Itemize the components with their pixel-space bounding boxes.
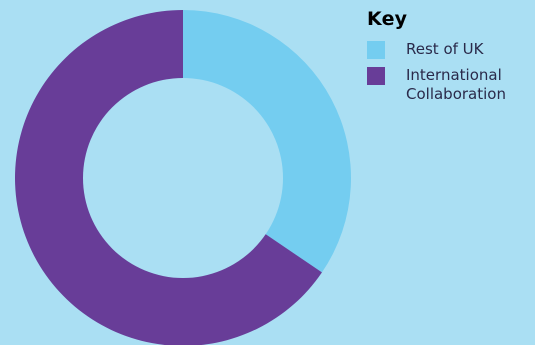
legend-swatch-rest-of-uk [367, 41, 385, 59]
legend-title: Key [367, 8, 408, 30]
legend-label-rest-of-uk: Rest of UK [406, 40, 484, 58]
chart-legend: Key Rest of UK International Collaborati… [367, 8, 535, 111]
legend-item-international-collaboration: International Collaboration [367, 66, 535, 104]
legend-item-rest-of-uk: Rest of UK [367, 40, 535, 59]
legend-swatch-international-collaboration [367, 67, 385, 85]
donut-hole [83, 78, 283, 278]
legend-label-international-collaboration: International Collaboration [406, 66, 506, 103]
